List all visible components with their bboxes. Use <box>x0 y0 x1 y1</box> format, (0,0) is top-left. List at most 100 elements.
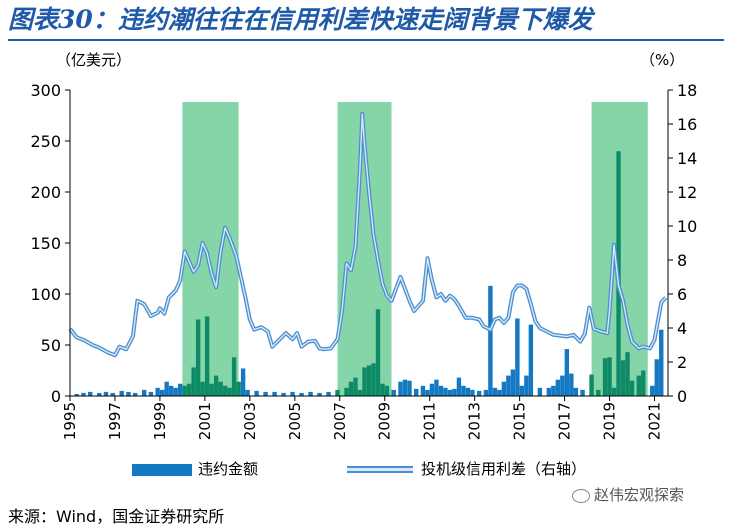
default-bar-9 <box>141 389 147 396</box>
default-bar-60 <box>434 379 439 396</box>
default-bar-87 <box>569 373 574 396</box>
x-tick-label-3: 2001 <box>196 402 214 440</box>
default-bar-78 <box>519 385 525 396</box>
right-tick-label-1: 2 <box>677 353 687 372</box>
default-bar-68 <box>470 389 475 396</box>
default-bar-47 <box>366 365 372 396</box>
left-tick-label-5: 250 <box>30 132 61 151</box>
axes <box>65 89 673 401</box>
shaded-periods <box>182 102 648 396</box>
x-tick-label-0: 1995 <box>61 402 79 440</box>
default-bar-29 <box>236 381 241 396</box>
default-bar-1 <box>81 392 86 396</box>
watermark-text: 赵伟宏观探索 <box>594 486 685 504</box>
legend-item-spread: 投机级信用利差（右轴） <box>347 458 586 480</box>
default-bar-102 <box>654 359 659 396</box>
default-bar-0 <box>74 393 79 396</box>
default-bar-16 <box>177 383 183 396</box>
legend-label-default: 违约金额 <box>198 460 259 478</box>
right-tick-label-4: 8 <box>677 251 687 270</box>
right-tick-label-3: 6 <box>677 285 687 304</box>
default-bar-23 <box>209 383 214 396</box>
right-tick-label-0: 0 <box>677 387 687 406</box>
right-tick-label-7: 14 <box>677 149 697 168</box>
default-bar-46 <box>362 367 367 396</box>
default-bar-25 <box>218 381 223 396</box>
default-bar-12 <box>159 389 165 396</box>
default-bar-56 <box>414 388 419 396</box>
default-bar-39 <box>317 392 322 396</box>
default-bar-10 <box>148 391 154 396</box>
left-tick-label-3: 150 <box>30 234 61 253</box>
default-bar-88 <box>573 387 579 396</box>
default-bar-11 <box>155 387 160 396</box>
x-tick-label-11: 2017 <box>556 402 574 440</box>
default-bar-81 <box>537 387 543 396</box>
default-bar-91 <box>596 389 601 396</box>
default-bar-33 <box>263 391 268 396</box>
default-bar-70 <box>483 389 489 396</box>
default-bar-54 <box>402 379 408 396</box>
default-bar-71 <box>488 285 493 396</box>
spread-line-inner <box>69 113 667 356</box>
default-bar-24 <box>213 375 219 396</box>
default-bar-86 <box>564 349 570 396</box>
right-tick-label-5: 10 <box>677 217 697 236</box>
default-bar-76 <box>510 369 516 396</box>
x-tick-label-6: 2007 <box>331 402 349 440</box>
default-bar-58 <box>425 389 430 396</box>
x-tick-label-8: 2011 <box>421 402 439 440</box>
default-bar-6 <box>119 390 124 396</box>
default-bar-35 <box>281 392 286 396</box>
right-tick-label-6: 12 <box>677 183 697 202</box>
right-tick-label-2: 4 <box>677 319 687 338</box>
right-tick-label-9: 18 <box>677 81 697 100</box>
default-bar-8 <box>132 392 138 396</box>
default-bar-63 <box>447 389 453 396</box>
legend-label-spread: 投机级信用利差（右轴） <box>421 460 587 478</box>
default-bar-69 <box>476 390 482 396</box>
default-bar-43 <box>348 381 354 396</box>
default-bar-51 <box>384 385 390 396</box>
left-tick-label-2: 100 <box>30 285 61 304</box>
right-axis-unit: （%） <box>640 51 685 69</box>
default-bar-101 <box>650 385 655 396</box>
default-bar-99 <box>636 375 641 396</box>
default-bar-34 <box>272 391 277 396</box>
shaded-period-0 <box>182 102 239 396</box>
default-bar-53 <box>398 381 403 396</box>
default-bar-90 <box>589 374 594 396</box>
default-bar-17 <box>182 385 187 396</box>
default-bar-3 <box>97 392 102 396</box>
x-tick-label-9: 2013 <box>466 402 484 440</box>
default-bar-40 <box>326 391 331 396</box>
default-bar-72 <box>492 387 498 396</box>
line-swatch-icon <box>347 466 413 473</box>
default-bar-74 <box>501 381 507 396</box>
default-bar-83 <box>551 385 556 396</box>
chart-title: 图表30：违约潮往往在信用利差快速走阔背景下爆发 <box>8 5 593 34</box>
default-bar-96 <box>620 360 626 396</box>
default-bar-77 <box>515 318 520 396</box>
x-tick-label-10: 2015 <box>511 402 529 440</box>
left-tick-label-0: 0 <box>51 387 61 406</box>
legend-item-default: 违约金额 <box>132 458 258 480</box>
default-bar-73 <box>497 389 502 396</box>
default-bar-26 <box>222 385 228 396</box>
default-bar-15 <box>173 387 178 396</box>
default-bar-93 <box>607 357 612 396</box>
default-bar-45 <box>357 389 363 396</box>
default-bar-52 <box>391 389 396 396</box>
default-bar-42 <box>344 387 349 396</box>
x-tick-label-1: 1997 <box>106 402 124 440</box>
default-bar-84 <box>555 379 561 396</box>
default-bar-59 <box>429 383 435 396</box>
title-underline <box>8 39 724 41</box>
source-note: 来源：Wind，国金证券研究所 <box>8 507 225 526</box>
default-bar-80 <box>528 324 534 396</box>
left-tick-label-4: 200 <box>30 183 61 202</box>
default-bar-5 <box>110 392 115 396</box>
default-bar-75 <box>506 375 511 396</box>
default-bar-82 <box>546 387 552 396</box>
